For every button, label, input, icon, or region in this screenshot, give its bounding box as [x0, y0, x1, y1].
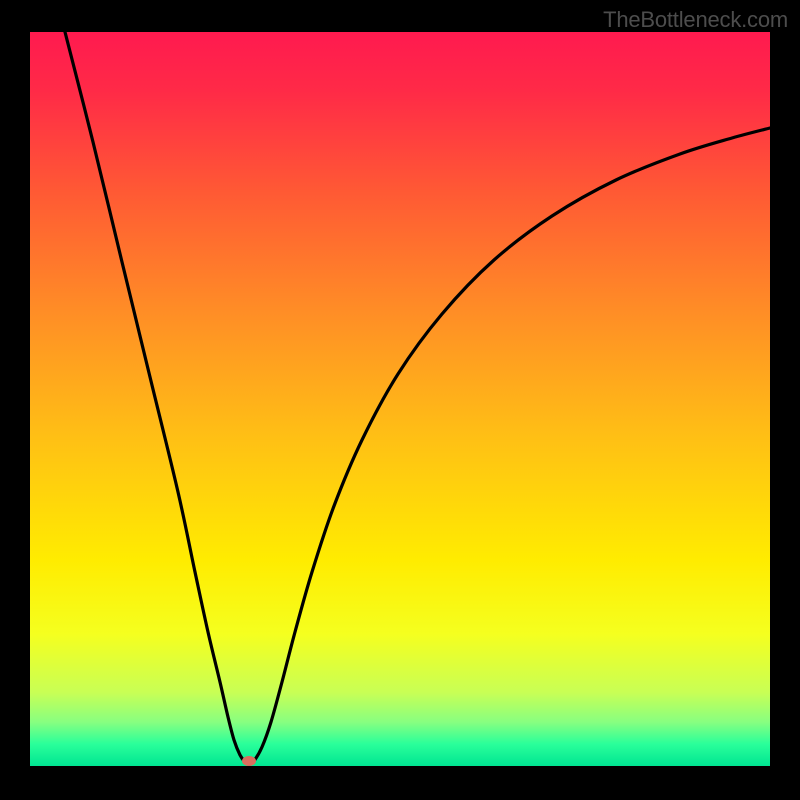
plot-area [30, 32, 770, 766]
watermark-text: TheBottleneck.com [603, 7, 788, 33]
minimum-marker [242, 756, 256, 766]
gradient-background [30, 32, 770, 766]
chart-frame: TheBottleneck.com [0, 0, 800, 800]
